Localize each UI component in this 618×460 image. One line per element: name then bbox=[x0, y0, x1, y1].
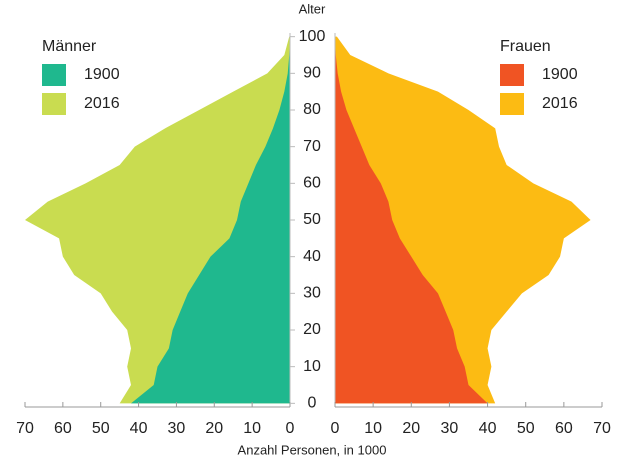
area bbox=[335, 36, 488, 404]
x-tick-label: 30 bbox=[441, 420, 459, 437]
x-tick-label: 50 bbox=[92, 420, 110, 437]
legend-swatch bbox=[500, 93, 524, 115]
y-tick-label: 60 bbox=[303, 175, 321, 192]
legend-label: 1900 bbox=[84, 66, 120, 83]
x-tick-label: 60 bbox=[555, 420, 573, 437]
x-tick-label: 10 bbox=[364, 420, 382, 437]
x-tick-label: 60 bbox=[54, 420, 72, 437]
legend-swatch bbox=[42, 93, 66, 115]
legend-label: 2016 bbox=[84, 95, 120, 112]
x-tick-label: 20 bbox=[402, 420, 420, 437]
y-tick-label: 20 bbox=[303, 321, 321, 338]
x-tick-label: 70 bbox=[593, 420, 611, 437]
x-tick-label: 10 bbox=[243, 420, 261, 437]
x-tick-label: 20 bbox=[205, 420, 223, 437]
y-tick-label: 70 bbox=[303, 138, 321, 155]
x-tick-label: 40 bbox=[479, 420, 497, 437]
x-tick-label: 70 bbox=[16, 420, 34, 437]
y-tick-label: 100 bbox=[299, 28, 326, 45]
y-tick-label: 90 bbox=[303, 65, 321, 82]
legend-label: 1900 bbox=[542, 66, 578, 83]
x-tick-label: 30 bbox=[168, 420, 186, 437]
legend-label: 2016 bbox=[542, 95, 578, 112]
y-tick-label: 10 bbox=[303, 358, 321, 375]
y-tick-label: 30 bbox=[303, 285, 321, 302]
y-tick-label: 50 bbox=[303, 211, 321, 228]
y-axis-label: Alter bbox=[299, 1, 326, 16]
y-tick-label: 80 bbox=[303, 101, 321, 118]
legend-title: Männer bbox=[42, 38, 97, 55]
legend-swatch bbox=[42, 64, 66, 86]
x-tick-label: 0 bbox=[286, 420, 295, 437]
x-tick-label: 50 bbox=[517, 420, 535, 437]
area bbox=[131, 36, 290, 404]
legend-title: Frauen bbox=[500, 38, 551, 55]
x-tick-label: 0 bbox=[331, 420, 340, 437]
y-tick-label: 40 bbox=[303, 248, 321, 265]
y-tick-label: 0 bbox=[308, 395, 317, 412]
x-axis-label: Anzahl Personen, in 1000 bbox=[238, 442, 387, 457]
x-tick-label: 40 bbox=[130, 420, 148, 437]
legend-swatch bbox=[500, 64, 524, 86]
